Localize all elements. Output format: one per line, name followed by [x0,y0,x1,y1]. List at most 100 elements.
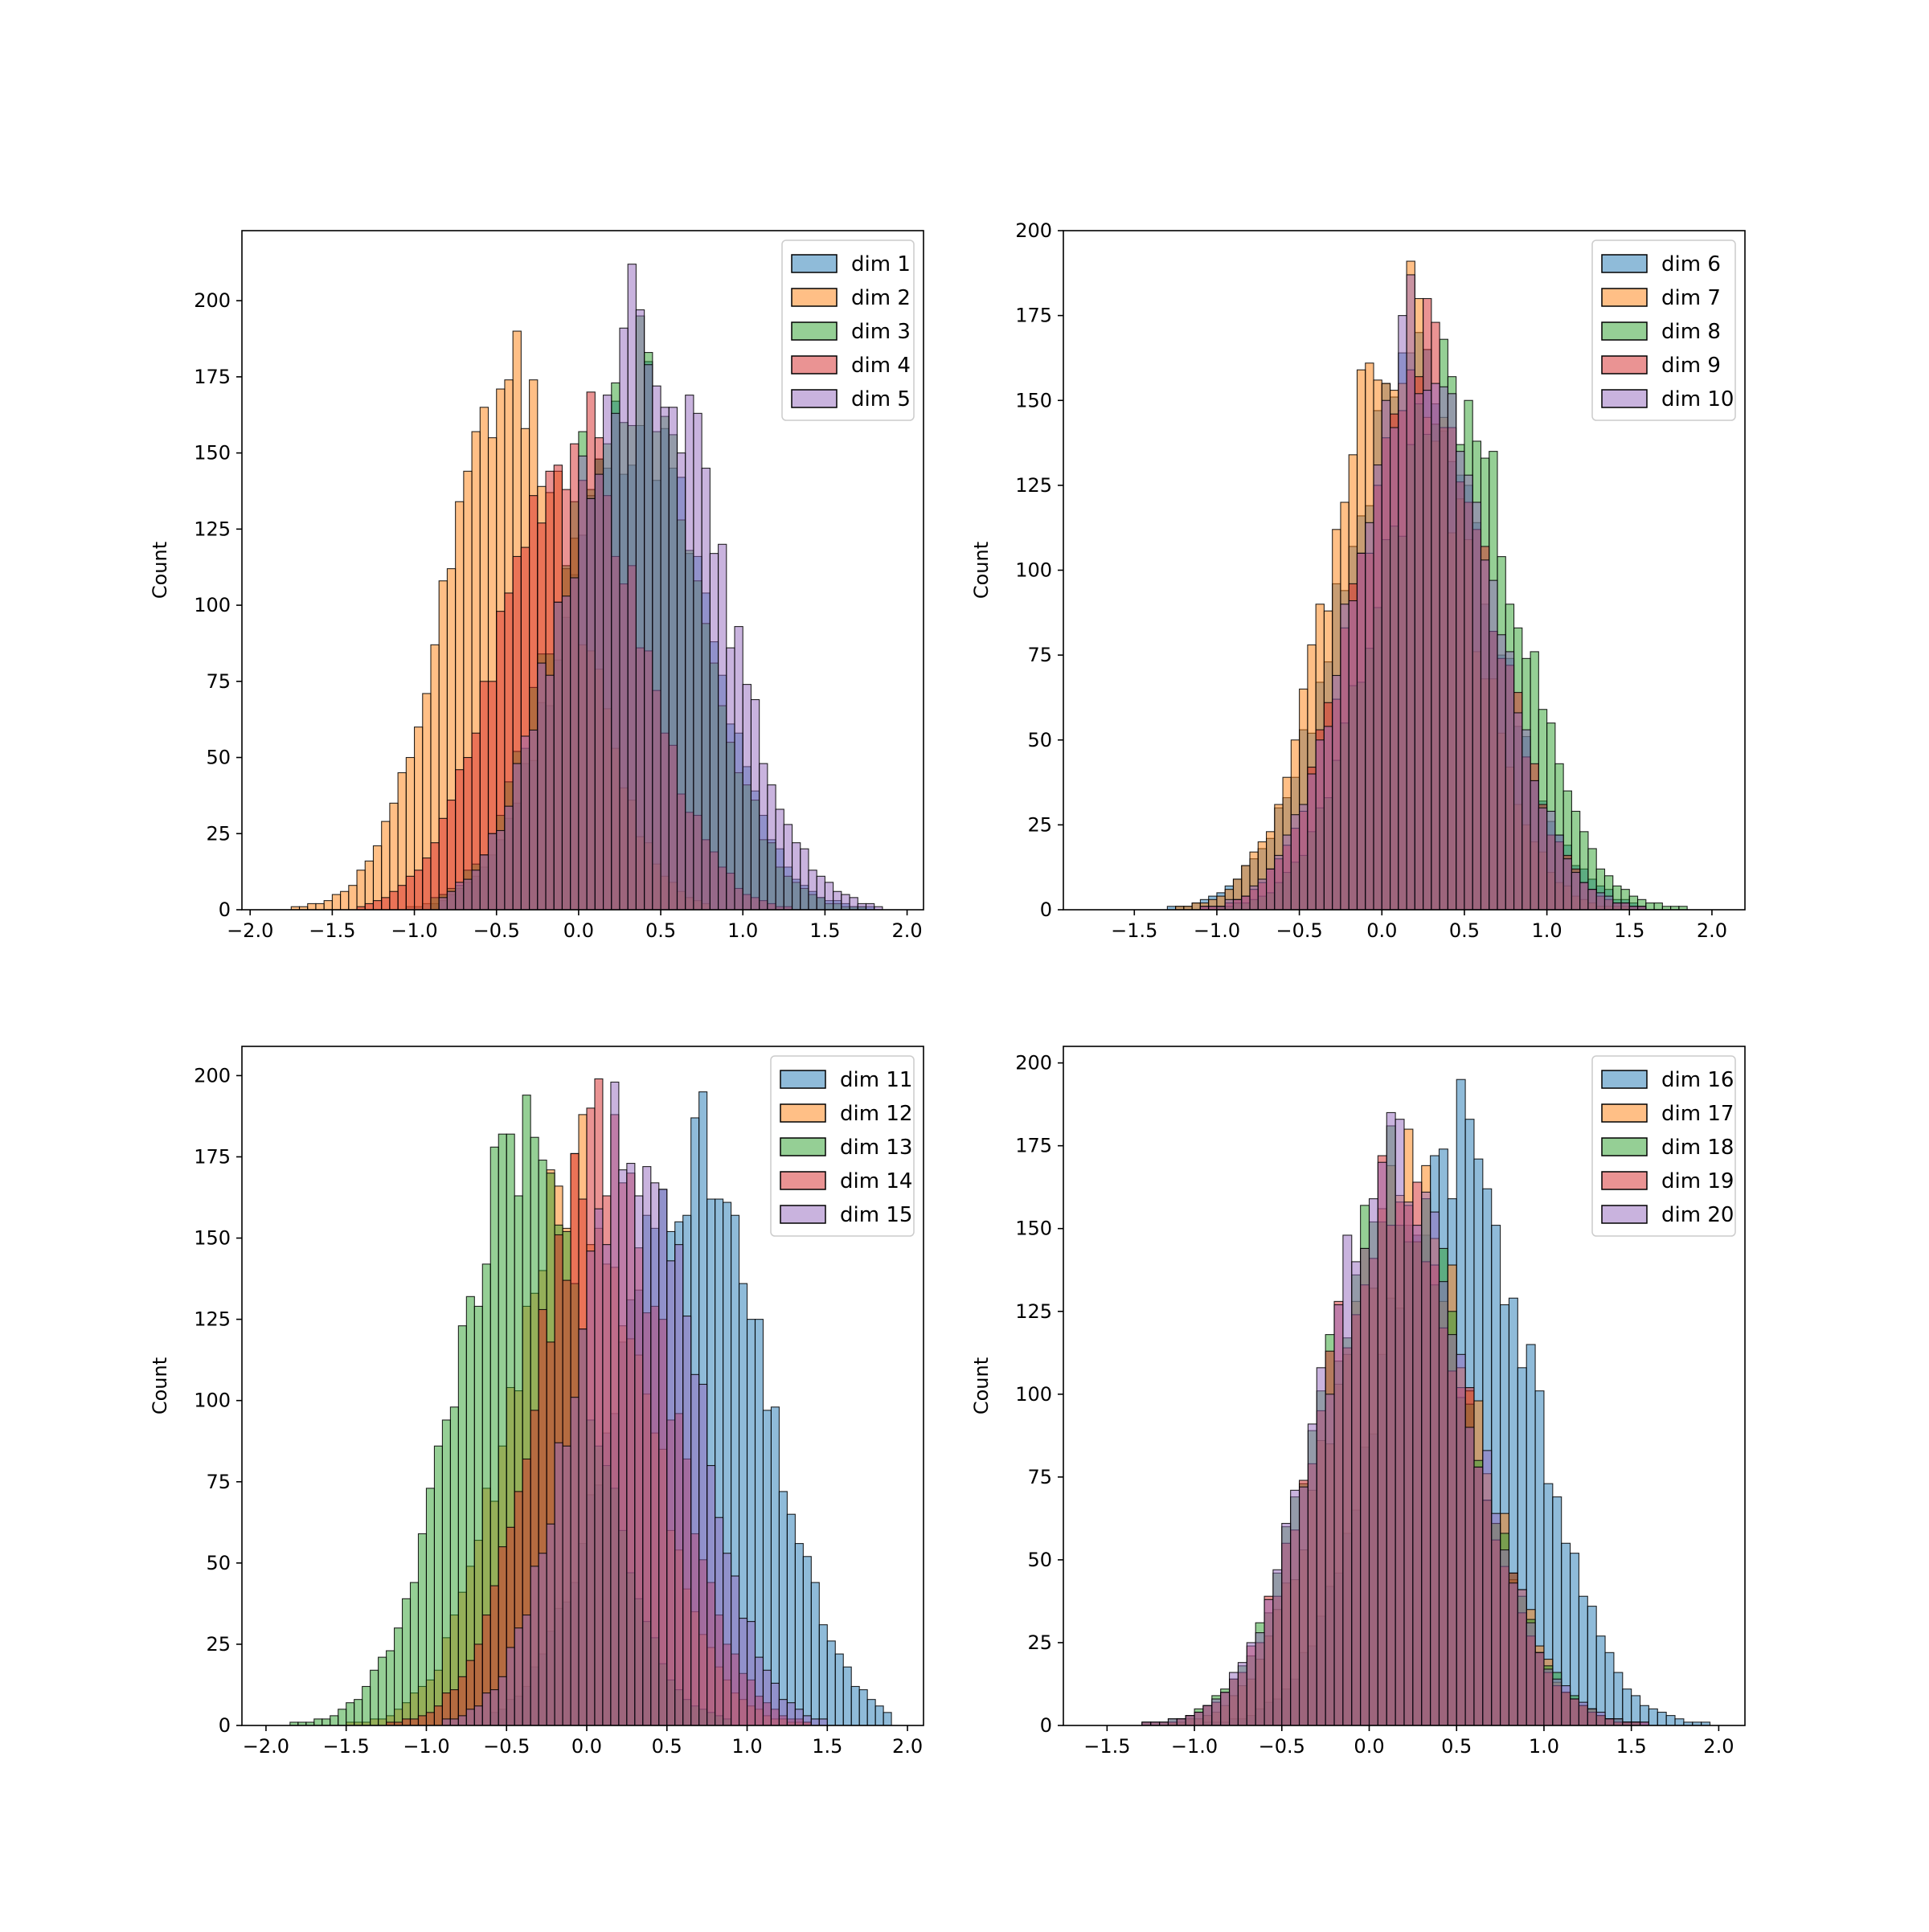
x-tick-label: −0.5 [473,919,520,942]
y-tick-label: 0 [219,898,231,921]
histogram-bar [1500,1549,1510,1725]
histogram-bar [409,1582,420,1725]
histogram-bar [1645,903,1655,910]
histogram-bar [685,395,694,910]
histogram-bar [1282,834,1292,910]
y-tick-label: 200 [194,1064,231,1087]
histogram-bar [1298,1486,1309,1725]
histogram-bar [338,1709,347,1725]
x-tick-label: 2.0 [891,919,922,942]
histogram-bar [1316,1367,1326,1725]
legend-swatch [780,1103,826,1123]
histogram-bar [786,1513,796,1725]
histogram-bar [578,1328,588,1725]
histogram-bar [487,833,498,910]
histogram-bar [594,473,604,910]
histogram-bar [1447,1334,1457,1725]
histogram-bar [715,1517,724,1725]
histogram-bar [1266,868,1276,910]
histogram-bar [842,1666,852,1725]
x-tick-label: −1.0 [391,919,437,942]
y-tick-label: 175 [1015,1135,1052,1157]
histogram-bar [364,903,375,910]
histogram-bar [1191,903,1201,910]
histogram-bar [570,1397,580,1725]
histogram-bar [346,1702,355,1725]
x-tick-label: 1.0 [727,919,758,942]
legend-swatch [1601,1205,1648,1224]
histogram-bar [810,1718,820,1725]
x-tick-label: 0.5 [1441,1735,1472,1758]
histogram-bar [1342,1234,1353,1725]
histogram-bar [1562,858,1572,910]
histogram-bar [802,1556,812,1725]
y-axis-label: Count [149,542,171,599]
histogram-bar [381,821,391,910]
histogram-bar [650,1182,660,1725]
histogram-bar [1505,651,1515,910]
histogram-bar [1281,1523,1292,1725]
legend-label: dim 5 [851,387,911,411]
histogram-bar [538,1553,547,1725]
y-tick-label: 175 [1015,305,1052,327]
histogram-bar [438,817,448,910]
x-tick-label: −1.0 [1171,1735,1218,1758]
histogram-bar [1412,1225,1423,1725]
histogram-bar [1332,674,1341,910]
histogram-bar [701,468,711,910]
x-tick-label: 2.0 [1703,1735,1734,1758]
histogram-bar [401,1598,412,1725]
histogram-bar [602,1244,612,1725]
histogram-bar [866,1699,876,1725]
histogram-bar [1224,898,1235,910]
histogram-bar [1595,892,1606,910]
histogram-bar [586,497,596,910]
legend-swatch [1601,1137,1648,1156]
histogram-bar [1570,1698,1579,1725]
legend-swatch [791,288,838,307]
histogram-bar [627,264,637,910]
y-tick-label: 125 [194,518,231,540]
histogram-bar [1351,1261,1362,1725]
histogram-bar [810,1582,820,1725]
histogram-bar [348,885,358,910]
histogram-bar [750,698,760,910]
histogram-bar [1603,895,1614,910]
x-tick-label: −1.5 [323,1735,370,1758]
histogram-bar [794,1709,804,1725]
histogram-bar [1674,1718,1685,1725]
legend-label: dim 6 [1661,252,1721,276]
histogram-bar [362,1685,371,1725]
x-tick-label: −0.5 [1276,919,1322,942]
y-tick-label: 50 [1027,1549,1052,1571]
x-tick-label: −1.5 [1111,919,1157,942]
histogram-bar [1340,604,1349,910]
histogram-bar [644,364,653,910]
y-axis-label: Count [970,542,993,599]
histogram-bar [433,1705,443,1725]
x-tick-label: 0.5 [1449,919,1480,942]
x-tick-label: −1.0 [1194,919,1240,942]
legend-box [781,239,915,421]
histogram-bar [1587,1606,1597,1725]
histogram-bar [1546,810,1556,910]
x-tick-label: 1.0 [1529,1735,1559,1758]
y-tick-label: 100 [1015,559,1052,582]
histogram-bar [405,875,416,910]
legend-label: dim 4 [851,354,911,378]
histogram-bar [1595,1711,1606,1725]
legend-swatch [1601,288,1648,307]
histogram-bar [1579,882,1589,910]
histogram-bar [1348,600,1358,910]
histogram-bar [514,1627,523,1725]
histogram-bar [378,1656,387,1725]
legend-label: dim 8 [1661,320,1721,344]
series-dim-10 [1199,274,1647,910]
histogram-bar [1323,726,1333,910]
histogram-bar [1386,1111,1396,1725]
x-tick-label: 1.5 [809,919,840,942]
x-tick-label: 1.0 [731,1735,762,1758]
legend-swatch [791,389,838,408]
histogram-bar [731,1575,740,1725]
histogram-bar [1263,1598,1274,1725]
